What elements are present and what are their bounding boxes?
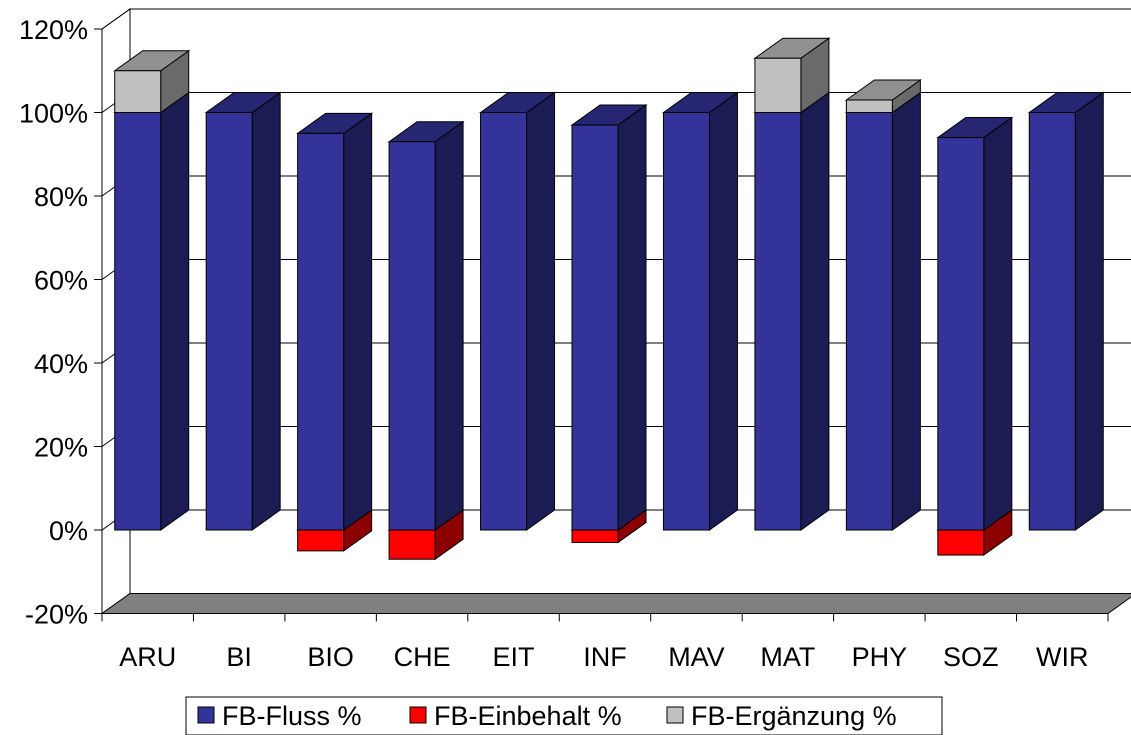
bar-ergaenzung-ARU-front bbox=[114, 70, 162, 113]
legend-box bbox=[185, 696, 943, 735]
x-category-label: MAV bbox=[668, 642, 725, 672]
bar-fluss-BI bbox=[204, 91, 282, 531]
bar-fluss-EIT bbox=[478, 91, 557, 531]
bar-fluss-SOZ-side bbox=[983, 116, 1013, 531]
floor-plane bbox=[100, 593, 1131, 614]
x-category-label: SOZ bbox=[943, 642, 999, 672]
legend-label: FB-Fluss % bbox=[222, 701, 362, 731]
bar-fluss-EIT-side bbox=[526, 91, 556, 531]
x-category-label: WIR bbox=[1036, 642, 1088, 672]
y-tick-label: 120% bbox=[19, 15, 88, 45]
bar-einbehalt-CHE-front bbox=[388, 529, 436, 560]
bar-fluss-WIR bbox=[1027, 91, 1105, 531]
bar-einbehalt-INF-front bbox=[571, 529, 619, 544]
bar-ergaenzung-MAT-front bbox=[754, 57, 802, 113]
bar-einbehalt-SOZ-front bbox=[937, 529, 985, 556]
bar-fluss-MAV bbox=[661, 91, 740, 531]
y-tick-label: 0% bbox=[49, 516, 88, 546]
bar-fluss-MAT bbox=[753, 91, 831, 531]
bars bbox=[113, 37, 1105, 561]
y-tick-label: -20% bbox=[25, 600, 88, 630]
bar-ergaenzung-MAT bbox=[753, 37, 831, 114]
bar-fluss-CHE-side bbox=[434, 120, 464, 531]
bar-fluss-SOZ-front bbox=[937, 137, 985, 531]
y-tick-label: 20% bbox=[34, 433, 88, 463]
legend-label: FB-Ergänzung % bbox=[691, 701, 897, 731]
bar-ergaenzung-PHY-front bbox=[845, 99, 893, 113]
bar-ergaenzung-PHY bbox=[844, 79, 922, 114]
y-axis-tick-labels: -20% 0% 20% 40% 60% 80% 100% 120% bbox=[19, 15, 88, 630]
bar-fluss-ARU-side bbox=[160, 91, 190, 531]
legend-label: FB-Einbehalt % bbox=[434, 701, 622, 731]
axes bbox=[94, 28, 1109, 622]
x-category-label: MAT bbox=[760, 642, 815, 672]
bar-fluss-MAT-side bbox=[800, 91, 830, 531]
x-category-label: PHY bbox=[852, 642, 908, 672]
bar-fluss-CHE bbox=[387, 120, 465, 531]
bar-fluss-SOZ bbox=[936, 116, 1014, 531]
gridline-side bbox=[101, 8, 131, 30]
bar-fluss-MAV-front bbox=[662, 112, 710, 531]
x-category-label: BI bbox=[226, 642, 252, 672]
x-category-label: CHE bbox=[394, 642, 451, 672]
bar-ergaenzung-ARU bbox=[113, 49, 191, 114]
x-category-label: INF bbox=[583, 642, 627, 672]
y-tick-label: 40% bbox=[34, 349, 88, 379]
legend: FB-Fluss % FB-Einbehalt % FB-Ergänzung % bbox=[185, 696, 943, 735]
bar-fluss-PHY-front bbox=[845, 112, 893, 531]
bar-fluss-WIR-front bbox=[1028, 112, 1076, 531]
bar-fluss-CHE-front bbox=[388, 141, 436, 531]
bar-fluss-BI-front bbox=[205, 112, 253, 531]
y-tick-label: 100% bbox=[19, 99, 88, 129]
chart-floor bbox=[100, 593, 1131, 614]
y-tick-label: 60% bbox=[34, 266, 88, 296]
x-category-label: BIO bbox=[307, 642, 354, 672]
bar-fluss-INF-side bbox=[617, 104, 647, 531]
bar-fluss-BIO bbox=[296, 112, 374, 531]
y-tick-label: 80% bbox=[34, 182, 88, 212]
bar-fluss-BIO-side bbox=[343, 112, 373, 531]
bar-fluss-ARU bbox=[113, 91, 191, 531]
bar-fluss-PHY bbox=[844, 91, 922, 531]
bar-fluss-EIT-front bbox=[480, 112, 528, 531]
bar-fluss-BIO-front bbox=[297, 132, 345, 531]
legend-swatch bbox=[409, 706, 427, 724]
legend-swatch bbox=[197, 706, 215, 724]
bar-fluss-BI-side bbox=[251, 91, 281, 531]
bar-fluss-INF bbox=[570, 104, 648, 531]
bar-fluss-ARU-front bbox=[114, 112, 162, 531]
bar-fluss-WIR-side bbox=[1074, 91, 1104, 531]
bar-fluss-PHY-side bbox=[891, 91, 921, 531]
bar-fluss-MAV-side bbox=[708, 91, 738, 531]
x-category-label: EIT bbox=[493, 642, 535, 672]
legend-swatch bbox=[666, 706, 684, 724]
bar-fluss-INF-front bbox=[571, 124, 619, 531]
bar-fluss-MAT-front bbox=[754, 112, 802, 531]
bar-einbehalt-BIO-front bbox=[297, 529, 345, 552]
x-axis-category-labels: ARU BI BIO CHE EIT INF MAV MAT PHY SOZ WIR bbox=[119, 642, 1088, 672]
x-category-label: ARU bbox=[119, 642, 176, 672]
